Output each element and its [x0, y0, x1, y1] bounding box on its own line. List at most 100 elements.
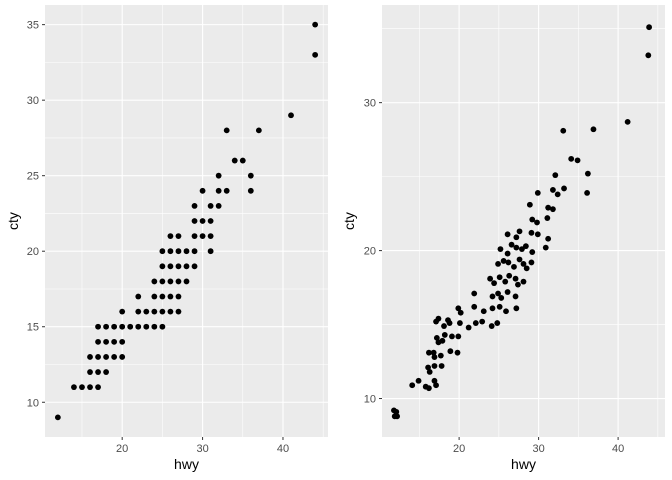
data-point [135, 323, 142, 330]
data-point [425, 364, 432, 371]
data-point [526, 201, 533, 208]
data-point [497, 246, 504, 253]
data-point [506, 272, 513, 279]
data-point [523, 265, 530, 272]
data-point [191, 233, 198, 240]
data-point [550, 187, 556, 193]
data-point [426, 369, 433, 375]
y-tick-label: 30 [364, 98, 376, 110]
data-point [545, 204, 552, 211]
x-tick-label: 30 [532, 443, 544, 455]
data-point [488, 323, 495, 329]
x-axis-title: hwy [511, 456, 536, 472]
data-point [455, 333, 462, 340]
data-point [119, 354, 126, 360]
data-point [528, 229, 535, 236]
data-point [175, 263, 182, 270]
data-point [513, 305, 520, 312]
data-point [159, 308, 166, 315]
data-point [504, 231, 511, 238]
data-point [394, 413, 401, 420]
data-point [505, 259, 512, 266]
data-point [127, 323, 134, 330]
data-point [520, 278, 527, 285]
data-point [159, 278, 166, 285]
data-point [191, 218, 198, 224]
data-point [433, 334, 440, 341]
data-point [534, 219, 540, 226]
data-point [561, 185, 567, 192]
data-point [438, 363, 445, 369]
data-point [167, 248, 174, 255]
data-point [512, 275, 519, 282]
data-point [54, 414, 61, 421]
data-point [191, 263, 198, 270]
data-point [489, 305, 496, 312]
data-point [584, 170, 591, 177]
data-point [431, 354, 438, 361]
data-point [441, 323, 447, 329]
y-tick-label: 10 [364, 394, 376, 406]
data-point [87, 354, 93, 360]
data-point [471, 290, 478, 297]
data-point [167, 293, 174, 300]
data-point [529, 216, 536, 223]
data-point [513, 234, 520, 241]
data-point [215, 187, 222, 194]
data-point [223, 127, 230, 134]
data-point [95, 354, 101, 360]
data-point [504, 250, 511, 257]
data-point [393, 408, 400, 415]
data-point [534, 231, 541, 238]
data-point [167, 233, 174, 240]
data-point [431, 363, 438, 369]
data-point [560, 127, 567, 134]
data-point [504, 289, 511, 295]
data-point [449, 333, 455, 340]
data-point [207, 202, 214, 209]
data-point [542, 244, 549, 251]
data-point [103, 354, 110, 360]
data-point [207, 248, 214, 255]
data-point [199, 233, 206, 240]
data-point [480, 308, 487, 315]
data-point [95, 338, 101, 345]
data-point [529, 249, 536, 255]
data-point [207, 233, 214, 240]
x-tick-label: 40 [612, 443, 624, 455]
data-point [465, 324, 472, 331]
data-point [574, 157, 581, 164]
data-point [95, 384, 101, 391]
data-point [312, 51, 319, 58]
data-point [199, 187, 206, 194]
data-point [255, 127, 262, 134]
y-tick-label: 20 [364, 246, 376, 258]
data-point [552, 172, 559, 179]
data-point [159, 323, 166, 330]
data-point [143, 308, 150, 315]
data-point [231, 157, 238, 164]
data-point [119, 308, 126, 315]
data-point [437, 352, 444, 359]
data-point [494, 320, 501, 326]
data-point [159, 263, 166, 270]
data-point [247, 187, 254, 194]
y-axis-title: cty [5, 212, 21, 230]
data-point [645, 52, 652, 59]
data-point [119, 338, 126, 345]
x-tick-label: 20 [453, 443, 465, 455]
data-point [447, 348, 454, 355]
data-point [79, 384, 85, 391]
data-point [495, 261, 501, 267]
data-point [87, 384, 93, 391]
data-point [502, 278, 509, 285]
data-point [71, 384, 77, 391]
data-point [239, 157, 246, 164]
x-tick-label: 30 [196, 443, 208, 455]
data-point [159, 248, 166, 255]
data-point [103, 369, 110, 375]
data-point [545, 235, 552, 242]
data-point [590, 126, 597, 133]
